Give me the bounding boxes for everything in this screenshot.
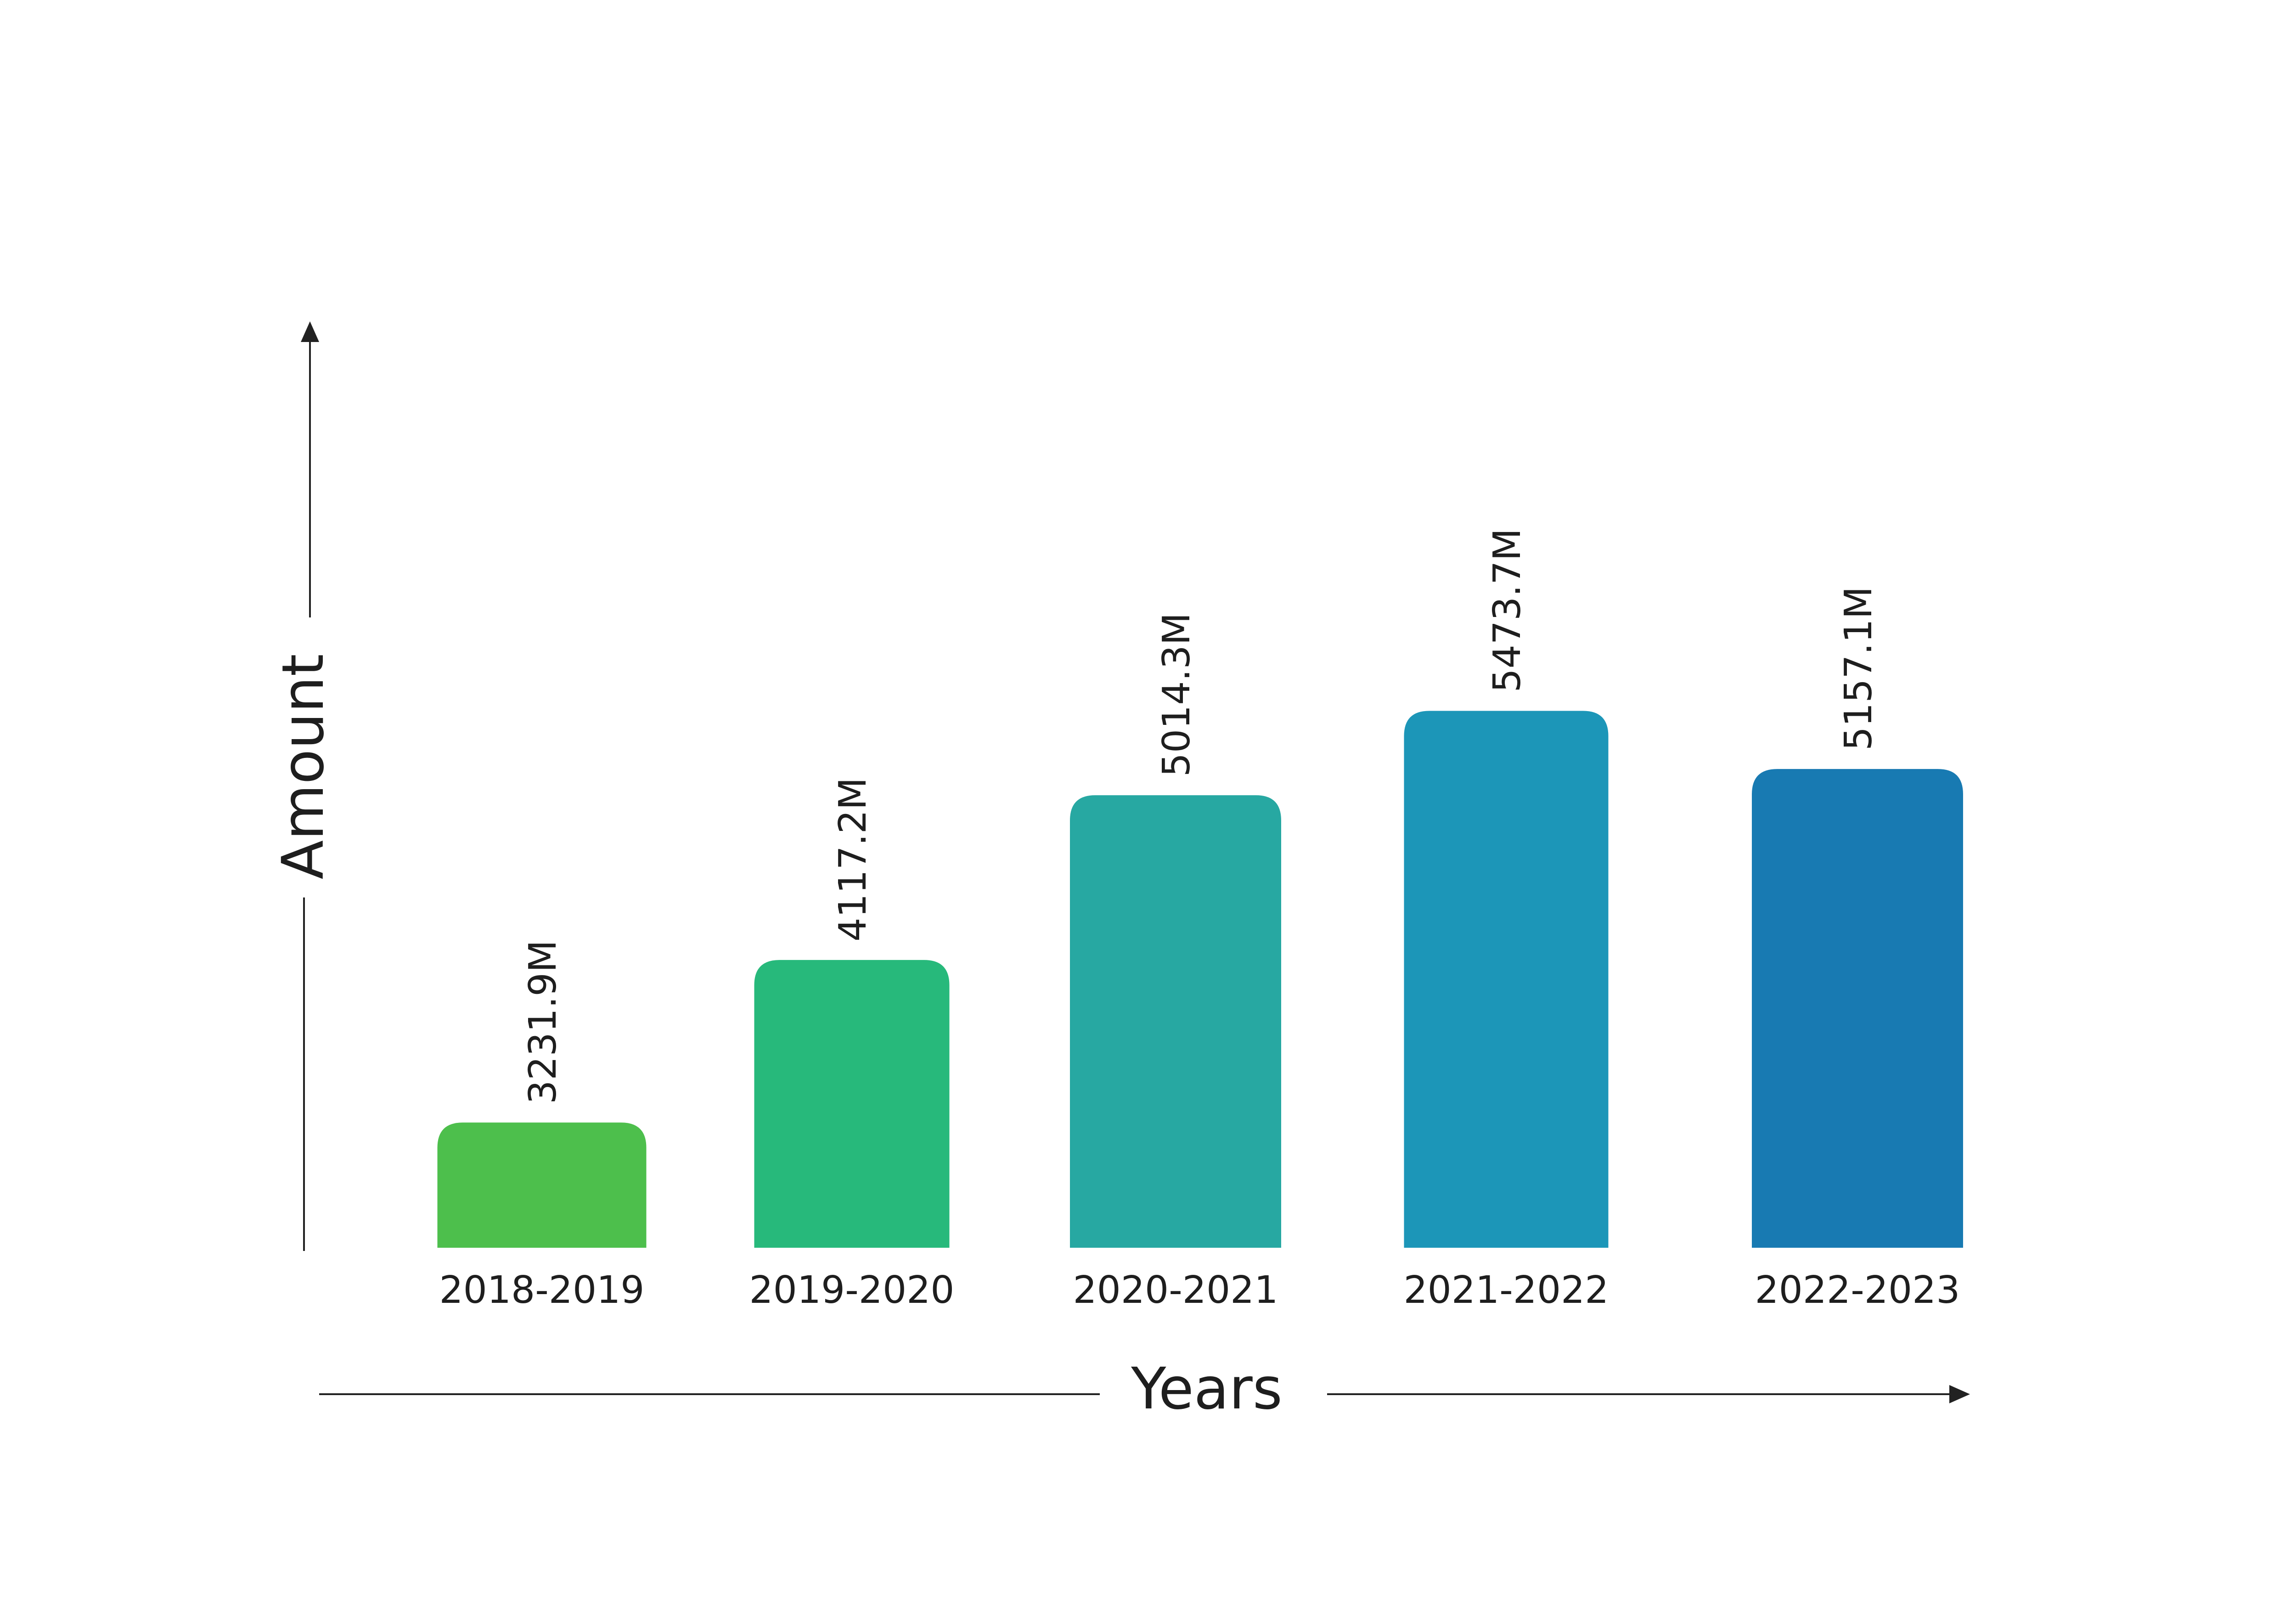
x-axis-arrow-icon bbox=[1949, 1385, 1970, 1403]
y-axis-title: Amount bbox=[270, 654, 337, 879]
bar-2019-2020 bbox=[754, 960, 950, 1248]
x-tick-label: 2022-2023 bbox=[1755, 1268, 1960, 1312]
x-tick-label: 2021-2022 bbox=[1404, 1268, 1609, 1312]
bar-value-label: 5157.1M bbox=[1837, 586, 1880, 751]
x-tick-label: 2020-2021 bbox=[1073, 1268, 1278, 1312]
bar-value-label: 5473.7M bbox=[1486, 528, 1529, 693]
x-tick-labels: 2018-2019 2019-2020 2020-2021 2021-2022 2022… bbox=[439, 1268, 1960, 1312]
x-tick-label: 2019-2020 bbox=[749, 1268, 955, 1312]
bar-2020-2021 bbox=[1070, 795, 1281, 1248]
bar-2021-2022 bbox=[1404, 711, 1609, 1248]
bar-2018-2019 bbox=[437, 1122, 647, 1248]
x-tick-label: 2018-2019 bbox=[439, 1268, 645, 1312]
bars-group bbox=[437, 711, 1963, 1248]
bar-value-labels: 3231.9M 4117.2M 5014.3M 5473.7M 5157.1M bbox=[521, 528, 1880, 1104]
bar-2022-2023 bbox=[1752, 769, 1963, 1248]
bar-value-label: 4117.2M bbox=[831, 777, 875, 942]
y-axis-arrow-icon bbox=[301, 321, 319, 342]
bar-value-label: 3231.9M bbox=[521, 940, 565, 1105]
bar-value-label: 5014.3M bbox=[1155, 613, 1199, 777]
x-axis-title: Years bbox=[1131, 1356, 1283, 1422]
